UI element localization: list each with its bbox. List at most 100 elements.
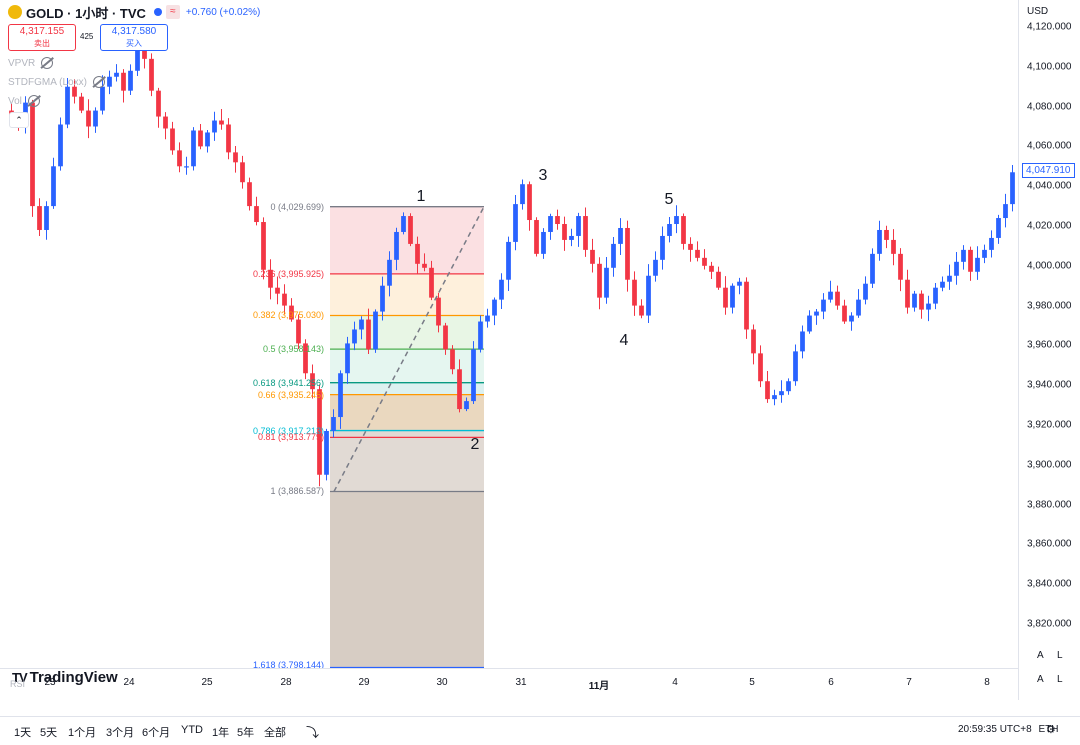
candle[interactable] (625, 220, 630, 292)
candle[interactable] (429, 260, 434, 301)
range-button[interactable]: 5年 (237, 727, 255, 739)
candle[interactable] (555, 209, 560, 230)
range-button[interactable]: 5天 (40, 727, 58, 739)
candle[interactable] (394, 227, 399, 271)
candle[interactable] (968, 246, 973, 281)
candle[interactable] (226, 118, 231, 160)
candle[interactable] (359, 316, 364, 340)
candle[interactable] (891, 229, 896, 266)
candle[interactable] (730, 283, 735, 314)
price-axis[interactable]: USD 4,120.000 4,100.000 4,080.000 4,060.000… (1018, 0, 1080, 700)
candle[interactable] (562, 216, 567, 251)
candle[interactable] (681, 213, 686, 250)
eye-hidden-icon[interactable] (92, 76, 105, 88)
candle[interactable] (1003, 193, 1008, 228)
symbol-title[interactable]: GOLD · 1小时 · TVC (26, 5, 146, 21)
candle[interactable] (65, 78, 70, 129)
candle[interactable] (835, 285, 840, 310)
candle[interactable] (814, 308, 819, 325)
candle[interactable] (177, 142, 182, 173)
candle[interactable] (863, 276, 868, 305)
candle[interactable] (93, 107, 98, 133)
candle[interactable] (898, 248, 903, 292)
time-axis[interactable]: 23 24 25 28 29 30 31 11月 4 5 6 7 8 (0, 668, 1018, 701)
candle[interactable] (457, 359, 462, 413)
candle[interactable] (219, 109, 224, 130)
candle[interactable] (800, 325, 805, 359)
candle[interactable] (723, 276, 728, 315)
candle[interactable] (408, 213, 413, 247)
session-label[interactable]: ETH (1038, 724, 1059, 735)
candle[interactable] (541, 228, 546, 259)
range-button[interactable]: 3个月 (106, 727, 135, 739)
candle[interactable] (807, 310, 812, 334)
candle[interactable] (373, 309, 378, 353)
candle[interactable] (905, 269, 910, 314)
candle[interactable] (618, 218, 623, 256)
wave-label[interactable]: 5 (664, 191, 674, 209)
candle[interactable] (212, 111, 217, 141)
candle[interactable] (156, 87, 161, 128)
range-button[interactable]: 6个月 (142, 727, 171, 739)
candle[interactable] (310, 364, 315, 399)
candle[interactable] (751, 324, 756, 365)
candle[interactable] (653, 251, 658, 282)
candle[interactable] (548, 213, 553, 240)
candle[interactable] (527, 181, 532, 231)
candle[interactable] (793, 344, 798, 386)
candle[interactable] (240, 155, 245, 189)
candle[interactable] (919, 290, 924, 319)
range-button[interactable]: 1年 (212, 727, 230, 739)
candle[interactable] (912, 290, 917, 312)
candle[interactable] (842, 299, 847, 324)
candle[interactable] (604, 256, 609, 304)
candle[interactable] (513, 194, 518, 251)
indicator-vol[interactable]: Vol (8, 95, 40, 107)
replay-icon[interactable]: ⤵ (306, 725, 320, 740)
candle[interactable] (758, 345, 763, 388)
candle[interactable] (716, 266, 721, 290)
candle[interactable] (884, 225, 889, 249)
candle[interactable] (254, 196, 259, 226)
gear-icon[interactable]: ⚙ (1046, 724, 1056, 736)
candle[interactable] (982, 244, 987, 264)
candle[interactable] (422, 253, 427, 272)
candle[interactable] (149, 53, 154, 97)
currency-label[interactable]: USD (1027, 6, 1049, 17)
collapse-indicators-button[interactable]: ⌃ (9, 112, 29, 128)
candle[interactable] (702, 249, 707, 270)
candle[interactable] (660, 226, 665, 270)
indicator-vpvr[interactable]: VPVR (8, 57, 54, 69)
candle[interactable] (877, 220, 882, 261)
candle[interactable] (464, 397, 469, 412)
candle[interactable] (79, 92, 84, 114)
candle[interactable] (597, 257, 602, 310)
candle[interactable] (590, 238, 595, 273)
candle[interactable] (744, 277, 749, 339)
candle[interactable] (772, 389, 777, 406)
candle[interactable] (989, 230, 994, 258)
candle[interactable] (72, 79, 77, 104)
candle[interactable] (695, 241, 700, 262)
candle[interactable] (387, 251, 392, 297)
candle[interactable] (86, 99, 91, 139)
eye-hidden-icon[interactable] (41, 57, 54, 69)
candle[interactable] (282, 284, 287, 314)
auto-scale-button-2[interactable]: A (1037, 674, 1044, 685)
candle[interactable] (44, 201, 49, 240)
candle[interactable] (296, 314, 301, 349)
candle[interactable] (870, 248, 875, 289)
candle[interactable] (779, 380, 784, 403)
candle[interactable] (639, 299, 644, 319)
candle[interactable] (128, 64, 133, 95)
candle[interactable] (51, 157, 56, 209)
candle[interactable] (534, 217, 539, 257)
candle[interactable] (499, 273, 504, 309)
candle[interactable] (401, 212, 406, 235)
log-scale-button[interactable]: L (1057, 650, 1063, 661)
candle[interactable] (765, 370, 770, 403)
candle[interactable] (485, 308, 490, 328)
candle[interactable] (471, 341, 476, 404)
indicator-stdfgma[interactable]: STDFGMA (Loxx) (8, 76, 105, 88)
candle[interactable] (450, 345, 455, 375)
